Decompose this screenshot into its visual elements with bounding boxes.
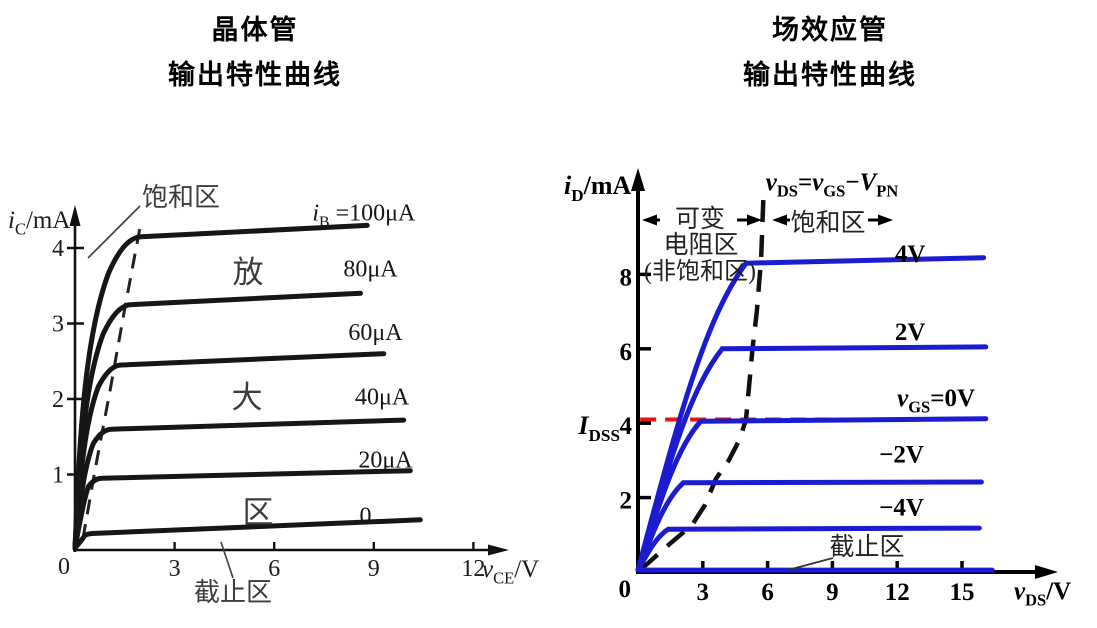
curve-label-vgs-0: vGS=0V xyxy=(897,385,975,417)
fet-region-label-1: 电阻区 xyxy=(663,231,738,259)
fet-title: 场效应管 输出特性曲线 xyxy=(630,8,1030,98)
bjt-title: 晶体管 输出特性曲线 xyxy=(55,8,455,98)
fet-x-axis-arrow xyxy=(1035,565,1058,579)
bjt-region-label-1: 放 xyxy=(233,255,264,290)
fet-idss-label: IDSS xyxy=(577,411,620,445)
curve-label-ib-0: 0 xyxy=(360,503,372,529)
fet-pointer-line xyxy=(787,557,834,571)
fet-region-arrowhead-0 xyxy=(642,214,657,226)
bjt-region-label-0: 饱和区 xyxy=(142,183,220,212)
bjt-title-line1: 晶体管 xyxy=(211,15,299,45)
bjt-y-tick-label: 1 xyxy=(52,463,64,489)
bjt-x-tick-label: 6 xyxy=(268,556,280,582)
bjt-x-tick-label: 3 xyxy=(169,556,181,582)
fet-y-axis-label: iD/mA xyxy=(564,171,632,205)
bjt-y-tick-label: 3 xyxy=(52,312,64,338)
curve-ib-60uA xyxy=(72,351,387,551)
curve-label-ib-60uA: 60μA xyxy=(348,320,403,346)
fet-region-label-0: 可变 xyxy=(675,205,725,233)
fet-x-tick-label: 6 xyxy=(761,579,774,606)
fet-region-label-2: (非饱和区) xyxy=(644,258,756,285)
bjt-x-axis-label: vCE/V xyxy=(482,556,539,588)
fet-pinchoff-equation: vDS=vGS−VPN xyxy=(766,169,899,201)
fet-y-tick-label: 8 xyxy=(620,264,633,291)
bjt-origin-label: 0 xyxy=(58,554,70,580)
fet-x-axis-label: vDS/V xyxy=(1014,578,1071,610)
curve-label-ib-40uA: 40μA xyxy=(355,385,410,411)
fet-region-label-4: 截止区 xyxy=(829,533,904,561)
fet-title-line2: 输出特性曲线 xyxy=(743,60,917,90)
fet-x-tick-label: 3 xyxy=(697,579,710,606)
bjt-region-label-3: 区 xyxy=(243,495,274,530)
curve-label-ib-20uA: 20μA xyxy=(358,447,413,473)
curve-label-ib-80uA: 80μA xyxy=(343,256,398,282)
bjt-y-tick-label: 4 xyxy=(52,236,64,262)
curve-vgs-0 xyxy=(635,416,989,573)
bjt-y-axis-label: iC/mA xyxy=(8,207,70,239)
fet-x-tick-label: 12 xyxy=(885,579,910,606)
fet-pinchoff-boundary-dashed xyxy=(636,199,766,574)
bjt-y-tick-label: 2 xyxy=(52,387,64,413)
bjt-pointer-line xyxy=(87,205,141,259)
curve-ib-100uA xyxy=(72,222,370,551)
bjt-x-tick-label: 12 xyxy=(461,556,485,582)
curve-ib-0 xyxy=(72,517,423,551)
fet-x-tick-label: 15 xyxy=(950,579,975,606)
fet-x-tick-label: 9 xyxy=(826,579,839,606)
fet-region-arrowhead-2 xyxy=(772,214,787,226)
curve-label-vgs-plus2: 2V xyxy=(895,319,926,346)
bjt-saturation-boundary-dashed xyxy=(80,228,142,547)
fet-y-axis-arrow xyxy=(631,168,645,191)
bjt-x-tick-label: 9 xyxy=(368,556,380,582)
bjt-y-axis-arrow xyxy=(69,205,81,226)
fet-title-line1: 场效应管 xyxy=(772,15,888,45)
fet-y-tick-label: 2 xyxy=(620,488,633,515)
curve-label-vgs-minus4: −4V xyxy=(879,495,924,522)
curve-label-ib-100uA: iB =100μA xyxy=(312,201,416,231)
curve-label-vgs-plus4: 4V xyxy=(895,241,926,268)
bjt-region-label-4: 截止区 xyxy=(194,578,272,607)
fet-origin-label: 0 xyxy=(619,576,632,603)
fet-y-tick-label: 4 xyxy=(620,413,633,440)
fet-chart: 3 6 9 12 15 2 4 6 8 0 iD/mA vDS/V vDS=vGS−VPN IDSS 4V 2… xyxy=(564,168,1071,610)
bjt-region-label-2: 大 xyxy=(232,380,263,415)
bjt-pointer-line xyxy=(220,541,234,579)
fet-region-arrowhead-1 xyxy=(747,214,762,226)
bjt-x-axis-arrow xyxy=(488,544,509,556)
bjt-title-line2: 输出特性曲线 xyxy=(168,60,342,90)
fet-region-label-3: 饱和区 xyxy=(790,209,865,237)
curve-ib-20uA xyxy=(72,468,413,551)
fet-y-tick-label: 6 xyxy=(620,339,633,366)
curve-vgs-minus4 xyxy=(635,525,982,573)
curve-label-vgs-minus2: −2V xyxy=(879,441,924,468)
fet-region-arrowhead-3 xyxy=(878,214,893,226)
